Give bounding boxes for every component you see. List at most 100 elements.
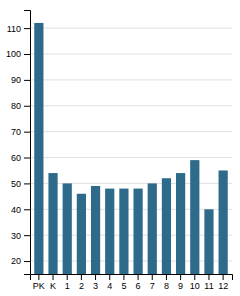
x-tick-label: 10 bbox=[190, 281, 200, 291]
grid-line bbox=[30, 235, 232, 236]
x-tick-mark bbox=[166, 274, 167, 280]
y-tick-mark bbox=[24, 80, 30, 81]
grid-line bbox=[30, 157, 232, 158]
x-tick: 1 bbox=[65, 274, 70, 291]
x-tick: 7 bbox=[150, 274, 155, 291]
x-tick-label: 1 bbox=[65, 281, 70, 291]
x-tick-label: 2 bbox=[79, 281, 84, 291]
y-axis-line bbox=[24, 11, 31, 275]
y-tick-mark bbox=[24, 158, 30, 159]
chart: 2030405060708090100110PKK123456789101112 bbox=[0, 0, 240, 296]
x-tick-label: 3 bbox=[93, 281, 98, 291]
bar bbox=[204, 209, 213, 274]
x-axis-line bbox=[31, 275, 233, 281]
x-tick-label: 7 bbox=[150, 281, 155, 291]
bar bbox=[48, 173, 57, 274]
y-tick-mark bbox=[24, 209, 30, 210]
x-tick: 3 bbox=[93, 274, 98, 291]
x-tick-mark bbox=[38, 274, 39, 280]
x-tick: PK bbox=[33, 274, 45, 291]
bar bbox=[34, 23, 43, 274]
bar bbox=[63, 183, 72, 274]
y-tick: 70 bbox=[11, 127, 30, 137]
x-tick-label: 9 bbox=[178, 281, 183, 291]
bar bbox=[133, 189, 142, 274]
y-tick-label: 90 bbox=[11, 75, 21, 85]
x-tick-mark bbox=[95, 274, 96, 280]
y-axis: 20 30 40 50 60 70 80 90 100 110 bbox=[6, 11, 31, 275]
y-tick-label: 50 bbox=[11, 179, 21, 189]
y-tick: 60 bbox=[11, 153, 30, 163]
y-tick-mark bbox=[24, 54, 30, 55]
x-tick-label: 4 bbox=[107, 281, 112, 291]
x-tick-mark bbox=[208, 274, 209, 280]
grid-line bbox=[30, 131, 232, 132]
x-tick: K bbox=[50, 274, 56, 291]
y-tick: 100 bbox=[6, 49, 30, 59]
grid-line bbox=[30, 209, 232, 210]
y-tick-mark bbox=[24, 235, 30, 236]
y-tick: 80 bbox=[11, 101, 30, 111]
x-tick: 11 bbox=[204, 274, 213, 291]
x-tick: 5 bbox=[121, 274, 126, 291]
grid-line bbox=[30, 54, 232, 55]
y-tick-label: 60 bbox=[11, 153, 21, 163]
y-tick: 30 bbox=[11, 231, 30, 241]
x-tick-mark bbox=[180, 274, 181, 280]
plot: 2030405060708090100110PKK123456789101112 bbox=[6, 11, 233, 292]
bar bbox=[148, 183, 157, 274]
x-tick-label: 12 bbox=[218, 281, 228, 291]
grid-line bbox=[30, 261, 232, 262]
x-tick: 6 bbox=[136, 274, 141, 291]
x-tick-label: 11 bbox=[204, 281, 213, 291]
x-tick-mark bbox=[81, 274, 82, 280]
y-tick-mark bbox=[24, 132, 30, 133]
bar bbox=[162, 178, 171, 274]
x-tick-label: 5 bbox=[121, 281, 126, 291]
x-tick-mark bbox=[53, 274, 54, 280]
y-tick-mark bbox=[24, 183, 30, 184]
bar bbox=[119, 189, 128, 274]
y-tick: 20 bbox=[11, 256, 30, 266]
y-tick: 40 bbox=[11, 205, 30, 215]
bar bbox=[176, 173, 185, 274]
bar bbox=[105, 189, 114, 274]
x-tick-mark bbox=[152, 274, 153, 280]
x-tick: 12 bbox=[218, 274, 228, 291]
x-tick-mark bbox=[109, 274, 110, 280]
y-tick-label: 20 bbox=[11, 256, 21, 266]
y-tick-label: 80 bbox=[11, 101, 21, 111]
x-axis: PKK123456789101112 bbox=[31, 274, 233, 291]
x-tick: 4 bbox=[107, 274, 112, 291]
x-tick-mark bbox=[194, 274, 195, 280]
x-tick-label: 6 bbox=[136, 281, 141, 291]
y-tick: 110 bbox=[7, 23, 30, 33]
grid-line bbox=[30, 79, 232, 80]
grid-line bbox=[30, 183, 232, 184]
bar bbox=[219, 170, 228, 274]
y-tick: 90 bbox=[11, 75, 30, 85]
x-tick-label: 8 bbox=[164, 281, 169, 291]
bar bbox=[190, 160, 199, 274]
y-tick-label: 70 bbox=[11, 127, 21, 137]
grid-line bbox=[30, 28, 232, 29]
x-tick: 2 bbox=[79, 274, 84, 291]
y-tick-mark bbox=[24, 106, 30, 107]
x-tick: 8 bbox=[164, 274, 169, 291]
y-tick-label: 40 bbox=[11, 205, 21, 215]
x-tick-mark bbox=[138, 274, 139, 280]
x-tick-mark bbox=[223, 274, 224, 280]
y-tick: 50 bbox=[11, 179, 30, 189]
y-tick-label: 30 bbox=[11, 231, 21, 241]
bar bbox=[77, 194, 86, 274]
y-tick-label: 100 bbox=[6, 49, 21, 59]
grid bbox=[30, 28, 232, 261]
x-tick-mark bbox=[123, 274, 124, 280]
bars bbox=[34, 23, 227, 274]
y-tick-label: 110 bbox=[7, 23, 21, 33]
x-tick-label: PK bbox=[33, 281, 45, 291]
grid-line bbox=[30, 105, 232, 106]
x-tick-label: K bbox=[50, 281, 56, 291]
y-tick-mark bbox=[24, 28, 30, 29]
x-tick: 9 bbox=[178, 274, 183, 291]
